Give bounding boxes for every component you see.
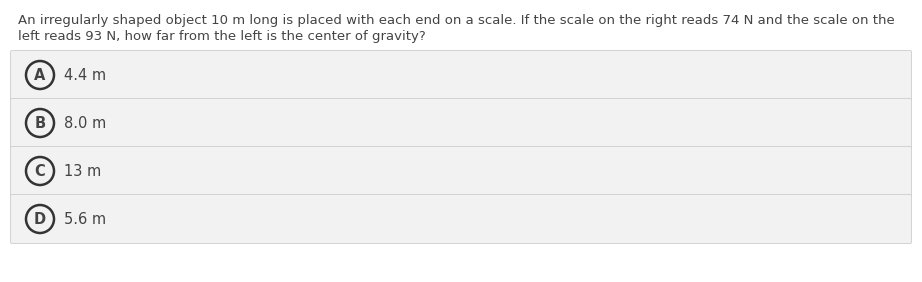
FancyBboxPatch shape	[10, 50, 912, 100]
Text: B: B	[34, 116, 45, 131]
Text: 8.0 m: 8.0 m	[64, 116, 106, 131]
Text: D: D	[34, 212, 46, 226]
Text: A: A	[34, 67, 46, 83]
Circle shape	[26, 109, 54, 137]
FancyBboxPatch shape	[10, 195, 912, 243]
Circle shape	[26, 61, 54, 89]
Text: An irregularly shaped object 10 m long is placed with each end on a scale. If th: An irregularly shaped object 10 m long i…	[18, 14, 894, 27]
FancyBboxPatch shape	[10, 147, 912, 195]
Text: 4.4 m: 4.4 m	[64, 67, 106, 83]
FancyBboxPatch shape	[10, 98, 912, 147]
Circle shape	[26, 205, 54, 233]
Circle shape	[26, 157, 54, 185]
Text: 13 m: 13 m	[64, 164, 101, 179]
Text: left reads 93 N, how far from the left is the center of gravity?: left reads 93 N, how far from the left i…	[18, 30, 426, 43]
Text: 5.6 m: 5.6 m	[64, 212, 106, 226]
Text: C: C	[35, 164, 45, 179]
